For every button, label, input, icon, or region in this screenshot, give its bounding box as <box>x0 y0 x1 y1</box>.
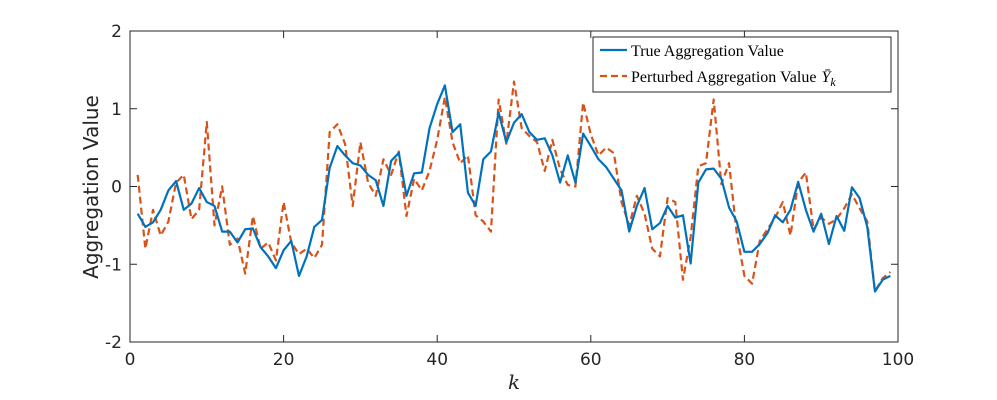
y-tick-label: -1 <box>105 255 122 275</box>
x-tick-label: 40 <box>426 350 448 370</box>
y-tick-label: 0 <box>111 178 122 198</box>
y-tick-label: 1 <box>111 100 122 120</box>
y-axis-label: Aggregation Value <box>79 95 103 279</box>
series-line-perturbed <box>136 80 892 293</box>
x-tick-label: 20 <box>273 350 295 370</box>
x-axis-label: k <box>508 370 520 394</box>
series-layer <box>136 80 892 293</box>
legend-math-subscript: k <box>830 75 836 89</box>
series-line-true <box>136 84 891 293</box>
y-tick-label: -2 <box>105 333 122 353</box>
legend-math-y-bar: Ȳ <box>821 69 832 86</box>
legend-label-perturbed-text: Perturbed Aggregation Value <box>631 69 816 86</box>
legend-label-perturbed: Perturbed Aggregation Value Ȳk <box>631 69 836 89</box>
y-tick-label: 2 <box>111 22 122 42</box>
x-tick-label: 60 <box>580 350 602 370</box>
x-tick-label: 0 <box>125 350 136 370</box>
legend-label-true: True Aggregation Value <box>631 43 784 60</box>
legend-box <box>592 36 892 93</box>
axes-box <box>129 30 899 343</box>
legend: True Aggregation Value Perturbed Aggrega… <box>592 36 892 93</box>
tick-labels: 0 20 40 60 80 100 -2 -1 0 1 2 <box>105 22 914 370</box>
x-tick-label: 100 <box>882 350 914 370</box>
x-tick-label: 80 <box>734 350 756 370</box>
